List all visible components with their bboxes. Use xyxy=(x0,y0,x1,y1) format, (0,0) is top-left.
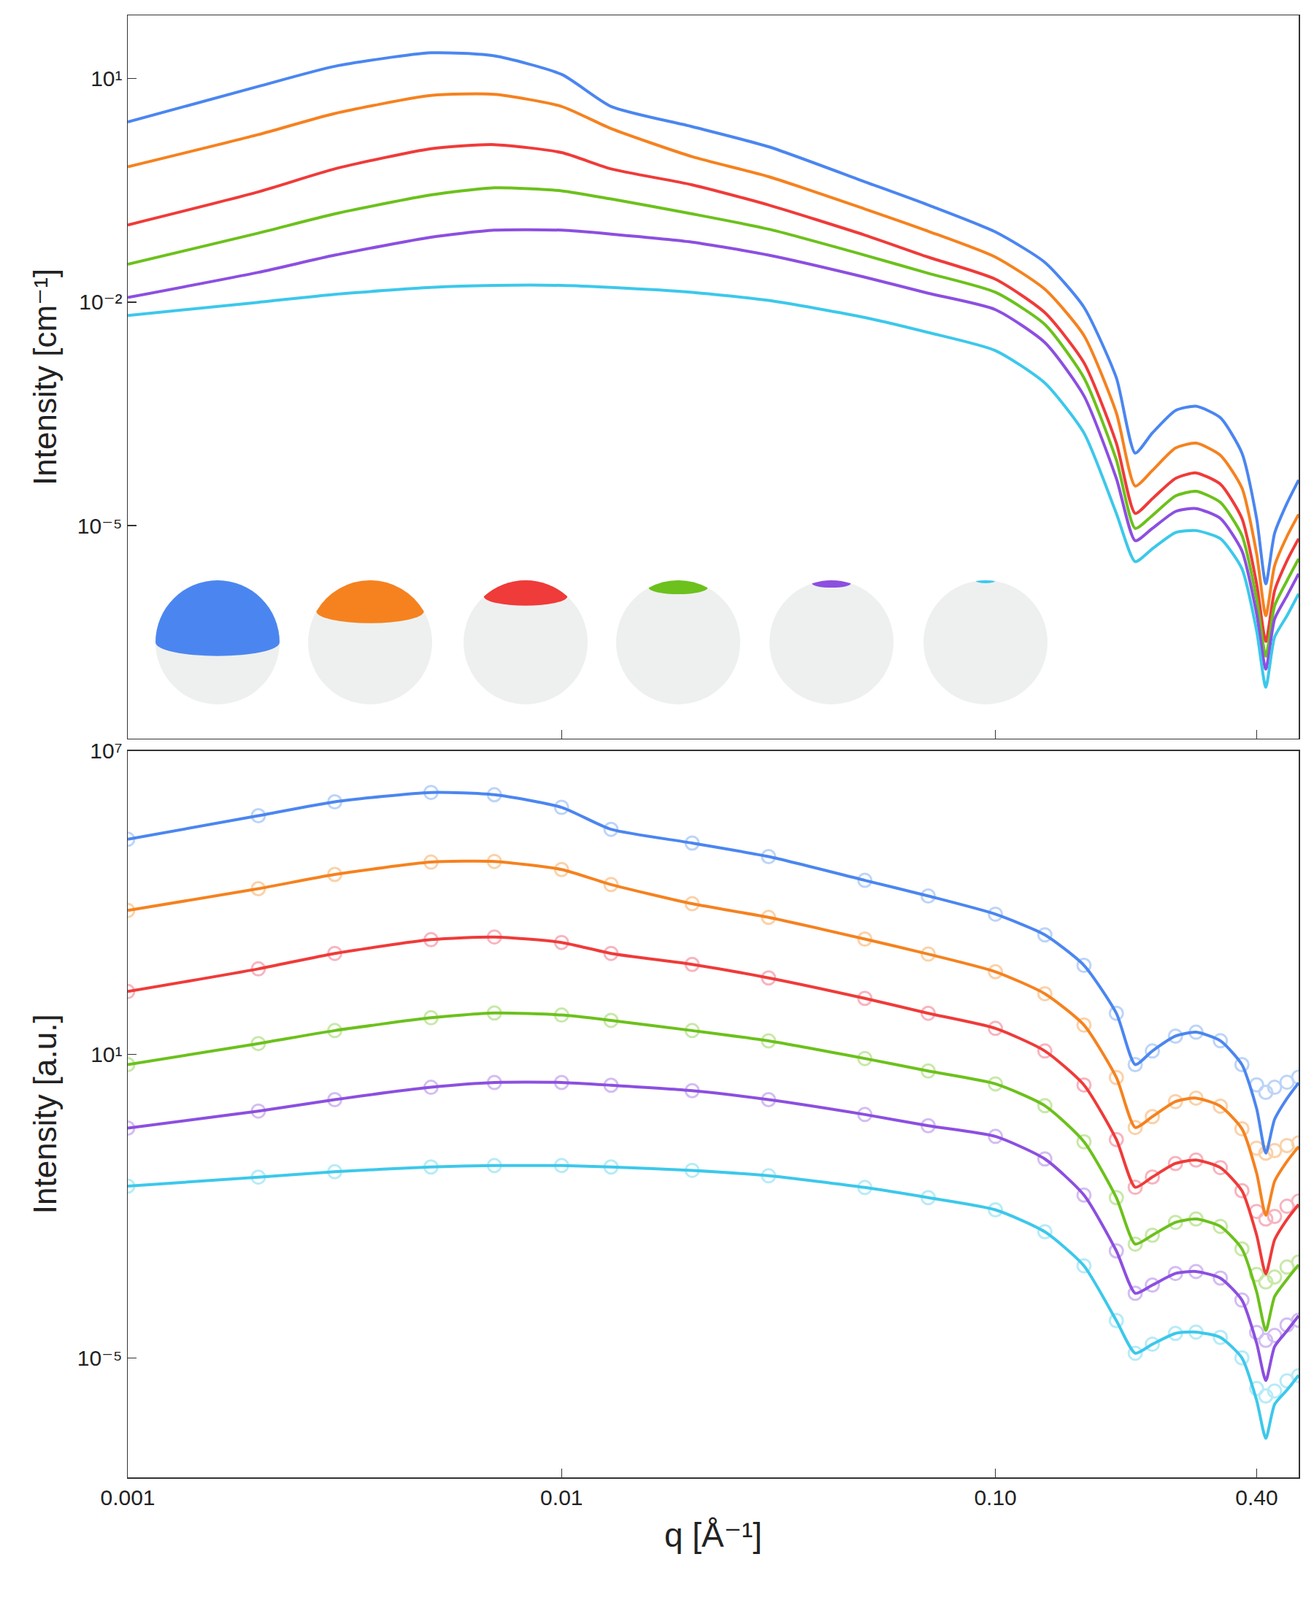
svg-text:0.01: 0.01 xyxy=(540,1485,583,1510)
svg-text:0.40: 0.40 xyxy=(1235,1485,1278,1510)
svg-text:10⁻⁵: 10⁻⁵ xyxy=(77,1346,123,1371)
svg-text:10¹: 10¹ xyxy=(90,66,122,91)
svg-text:10⁻⁵: 10⁻⁵ xyxy=(77,513,123,539)
svg-text:q [Å⁻¹]: q [Å⁻¹] xyxy=(664,1516,763,1555)
svg-text:0.001: 0.001 xyxy=(100,1485,155,1510)
svg-text:10⁷: 10⁷ xyxy=(89,738,122,763)
svg-text:Intensity [a.u.]: Intensity [a.u.] xyxy=(27,1013,63,1214)
svg-text:Intensity [cm⁻¹]: Intensity [cm⁻¹] xyxy=(27,268,63,486)
svg-text:10⁻²: 10⁻² xyxy=(78,289,122,314)
svg-text:0.10: 0.10 xyxy=(973,1485,1017,1510)
svg-text:10¹: 10¹ xyxy=(90,1042,122,1067)
